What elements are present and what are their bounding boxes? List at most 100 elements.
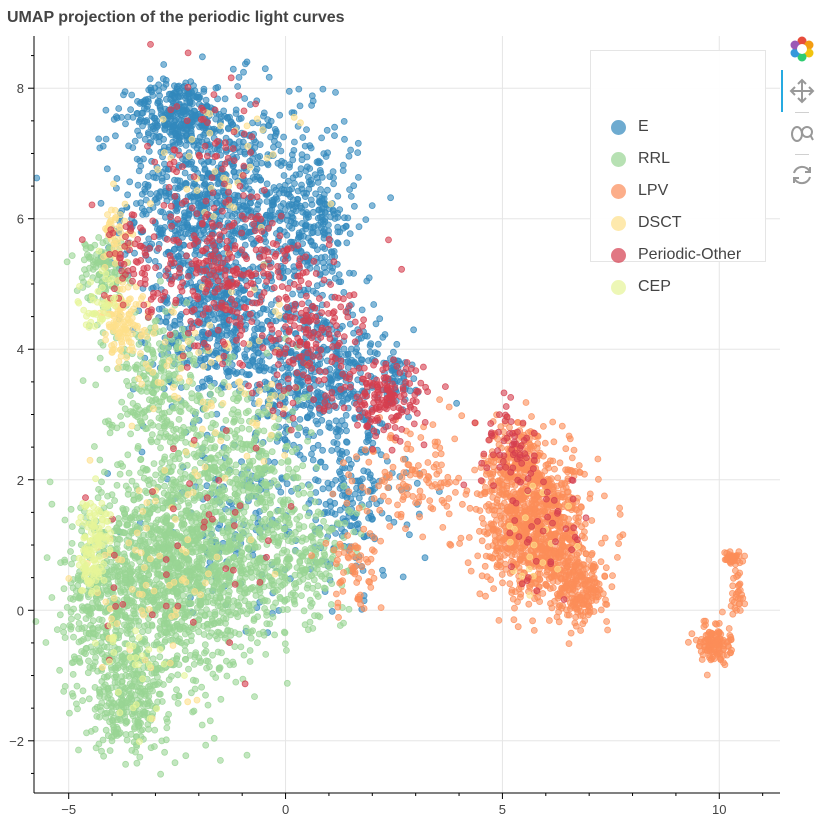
data-point — [182, 752, 190, 760]
data-point — [60, 688, 68, 695]
data-point — [122, 672, 130, 679]
data-point — [165, 90, 173, 98]
data-point — [135, 719, 143, 726]
data-point — [217, 695, 225, 703]
data-point — [258, 358, 266, 366]
data-point — [215, 664, 223, 672]
data-point — [126, 568, 134, 575]
data-point — [224, 527, 232, 535]
data-point — [230, 168, 238, 176]
data-point — [134, 127, 142, 135]
data-point — [181, 642, 189, 649]
data-point — [210, 463, 218, 471]
data-point — [271, 125, 279, 133]
data-point — [185, 90, 193, 98]
data-point — [161, 223, 169, 231]
data-point — [156, 271, 163, 279]
data-points — [32, 41, 749, 778]
data-point — [308, 102, 316, 109]
data-point — [328, 509, 336, 516]
data-point — [104, 492, 111, 500]
data-point — [145, 130, 152, 138]
data-point — [217, 458, 225, 466]
data-point — [173, 83, 181, 91]
data-point — [230, 418, 238, 426]
data-point — [143, 489, 151, 497]
data-point — [183, 125, 191, 133]
data-point — [111, 572, 119, 580]
data-point — [151, 523, 159, 530]
data-point — [133, 603, 140, 611]
data-point — [137, 640, 145, 648]
chart-title: UMAP projection of the periodic light cu… — [7, 9, 345, 26]
data-point — [174, 185, 182, 192]
data-point — [185, 628, 193, 636]
data-point — [72, 593, 79, 601]
data-point — [122, 120, 129, 128]
data-point — [204, 502, 211, 510]
data-point — [278, 157, 286, 165]
data-point — [136, 753, 144, 761]
data-point — [135, 572, 143, 579]
data-point — [156, 653, 164, 661]
data-point — [207, 311, 215, 319]
data-point — [365, 274, 373, 282]
data-point — [151, 114, 159, 122]
data-point — [95, 135, 103, 143]
data-point — [116, 529, 124, 537]
data-point — [85, 657, 92, 665]
data-point — [290, 146, 298, 154]
data-point — [86, 609, 94, 617]
data-point — [380, 572, 387, 579]
data-point — [279, 264, 287, 272]
data-point — [307, 429, 315, 437]
data-point — [332, 417, 340, 425]
data-point — [334, 240, 342, 248]
data-point — [307, 490, 314, 498]
data-point — [214, 543, 222, 551]
data-point — [238, 424, 246, 432]
data-point — [85, 695, 93, 703]
data-point — [114, 461, 121, 469]
data-point — [141, 540, 149, 548]
data-point — [290, 138, 298, 146]
data-point — [163, 512, 171, 520]
data-point — [146, 75, 154, 83]
data-point — [336, 228, 344, 236]
data-point — [187, 109, 195, 117]
data-point — [140, 105, 148, 112]
data-point — [102, 135, 110, 143]
data-point — [250, 617, 258, 624]
data-point — [308, 92, 316, 100]
data-point — [123, 521, 131, 529]
data-point — [229, 554, 237, 562]
data-point — [366, 348, 374, 356]
data-point — [372, 320, 380, 328]
data-point — [349, 499, 357, 507]
data-point — [290, 219, 298, 227]
data-point — [323, 346, 331, 354]
data-point — [196, 570, 204, 578]
data-point — [199, 443, 207, 451]
data-point — [96, 456, 104, 464]
data-point — [140, 708, 148, 716]
data-point — [123, 718, 131, 726]
data-point — [223, 460, 231, 468]
data-point — [171, 176, 178, 184]
data-point — [74, 613, 81, 621]
data-point — [358, 306, 366, 314]
data-point — [139, 211, 147, 218]
data-point — [132, 748, 139, 756]
data-point — [361, 332, 369, 340]
data-point — [84, 669, 92, 677]
data-point — [176, 312, 184, 320]
data-point — [303, 126, 310, 134]
data-point — [389, 348, 397, 356]
data-point — [185, 560, 193, 568]
data-point — [323, 126, 331, 134]
data-point — [202, 647, 210, 655]
data-point — [225, 591, 232, 599]
data-point — [354, 139, 362, 147]
data-point — [215, 451, 222, 459]
